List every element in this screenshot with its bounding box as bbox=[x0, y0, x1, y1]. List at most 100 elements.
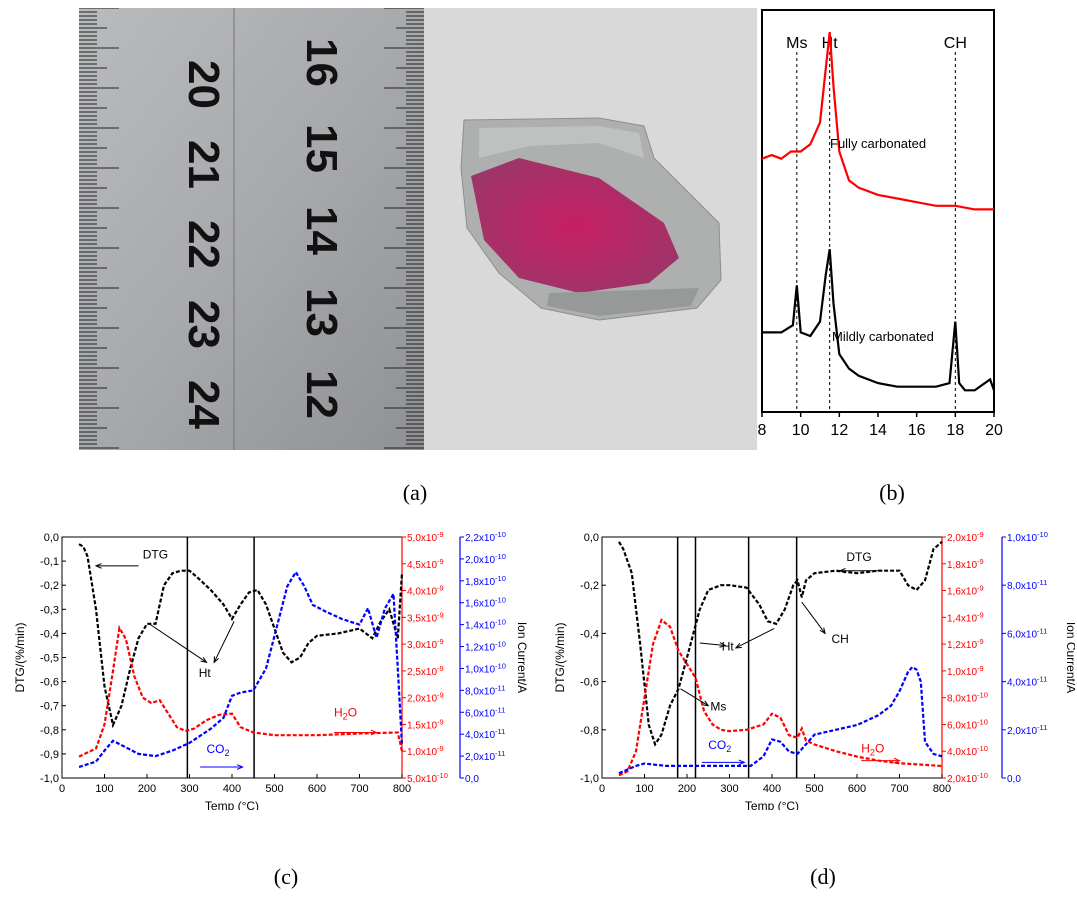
y-left-axis-label: DTG/(%/min) bbox=[553, 623, 567, 693]
ms-annotation: Ms bbox=[710, 700, 726, 714]
series-line bbox=[618, 618, 943, 777]
h2o-tick-label: 3,0x10-9 bbox=[407, 637, 444, 651]
dtg-annotation: DTG bbox=[143, 548, 168, 562]
y-left-tick-label: -0,8 bbox=[580, 725, 599, 737]
arrow-head bbox=[893, 757, 901, 764]
ruler bbox=[79, 8, 424, 450]
ruler-number-bottom-3: 13 bbox=[297, 288, 346, 337]
h2o-tick-label: 4,0x10-10 bbox=[947, 744, 988, 758]
co2-tick-label: 2,0x10-10 bbox=[465, 552, 506, 566]
y-left-tick-label: -0,6 bbox=[40, 677, 59, 689]
dtg-annotation: DTG bbox=[846, 550, 871, 564]
h2o-tick-label: 2,0x10-10 bbox=[947, 771, 988, 785]
h2o-tick-label: 8,0x10-10 bbox=[947, 691, 988, 705]
y-left-tick-label: -0,6 bbox=[580, 677, 599, 689]
co2-tick-label: 1,8x10-10 bbox=[465, 574, 506, 588]
x-tick-label: 300 bbox=[720, 783, 738, 795]
x-tick-label: 0 bbox=[599, 783, 605, 795]
ruler-number-bottom-0: 16 bbox=[297, 38, 346, 87]
y-left-tick-label: -0,4 bbox=[40, 628, 59, 640]
x-tick-label: 700 bbox=[890, 783, 908, 795]
ruler-ticks bbox=[79, 8, 424, 450]
series-line bbox=[78, 543, 404, 729]
h2o-tick-label: 5,0x10-10 bbox=[407, 771, 448, 785]
y-left-axis-label: DTG/(%/min) bbox=[13, 623, 27, 693]
ruler-number-bottom-1: 15 bbox=[297, 124, 346, 173]
y-right-axis-label: Ion Current/A bbox=[515, 622, 529, 693]
arrow-head bbox=[236, 764, 244, 770]
ht-arrow-2 bbox=[213, 621, 235, 663]
co2-tick-label: 1,0x10-10 bbox=[1007, 530, 1048, 544]
ruler-number-top-1: 21 bbox=[179, 140, 228, 189]
series-line bbox=[78, 624, 404, 758]
x-axis-label: Temp (°C) bbox=[745, 799, 799, 810]
tga-ms-panel-c: 0 100 200 300 400 500 600 700 800 Temp (°C) 0,0 -0,… bbox=[0, 520, 530, 815]
h2o-tick-label: 1,4x10-9 bbox=[947, 610, 984, 624]
ruler-number-bottom-2: 14 bbox=[297, 206, 346, 255]
caption-b: (b) bbox=[879, 480, 905, 505]
x-tick-label: 16 bbox=[908, 422, 926, 439]
ruler-numbers: 20 21 22 23 24 16 15 14 13 12 bbox=[179, 38, 346, 429]
arrow-head bbox=[819, 627, 826, 635]
co2-tick-label: 1,6x10-10 bbox=[465, 596, 506, 610]
x-tick-label: 200 bbox=[678, 783, 696, 795]
caption-a: (a) bbox=[402, 480, 428, 505]
ht-arrow-2 bbox=[735, 628, 775, 649]
x-tick-label: 14 bbox=[869, 422, 887, 439]
arrow-head bbox=[719, 642, 727, 648]
arrow-head bbox=[734, 642, 742, 649]
y-left-tick-label: -1,0 bbox=[580, 773, 599, 785]
co2-tick-label: 2,0x10-11 bbox=[465, 749, 505, 763]
y-left-tick-label: -0,8 bbox=[40, 725, 59, 737]
h2o-tick-label: 2,5x10-9 bbox=[407, 664, 444, 678]
h2o-tick-label: 1,8x10-9 bbox=[947, 557, 984, 571]
series-line bbox=[78, 569, 404, 769]
h2o-annotation: H2O bbox=[861, 742, 884, 758]
co2-tick-label: 2,2x10-10 bbox=[465, 530, 506, 544]
h2o-tick-label: 1,6x10-9 bbox=[947, 584, 984, 598]
y-left-tick-label: -0,1 bbox=[40, 556, 59, 568]
y-left-tick-label: -0,5 bbox=[40, 653, 59, 665]
y-left-tick-label: -0,4 bbox=[580, 628, 599, 640]
ht-annotation: Ht bbox=[199, 666, 212, 680]
y-left-tick-label: -0,2 bbox=[40, 580, 59, 592]
x-tick-label: 20 bbox=[985, 422, 1003, 439]
h2o-tick-label: 4,5x10-9 bbox=[407, 557, 444, 571]
co2-annotation: CO2 bbox=[207, 742, 230, 758]
arrow-head bbox=[94, 563, 102, 569]
x-tick-label: 200 bbox=[138, 783, 156, 795]
h2o-tick-label: 2,0x10-9 bbox=[407, 691, 444, 705]
series-line bbox=[761, 31, 994, 211]
y-right-axis-label: Ion Current/A bbox=[1064, 622, 1075, 693]
h2o-tick-label: 3,5x10-9 bbox=[407, 610, 444, 624]
ruler-number-top-2: 22 bbox=[179, 220, 228, 269]
series-label: Fully carbonated bbox=[830, 136, 926, 151]
co2-tick-label: 8,0x10-11 bbox=[1007, 578, 1047, 592]
x-tick-label: 600 bbox=[848, 783, 866, 795]
arrow-head bbox=[213, 656, 220, 664]
x-tick-label: 18 bbox=[946, 422, 964, 439]
h2o-annotation: H2O bbox=[334, 705, 357, 721]
x-tick-label: 800 bbox=[933, 783, 951, 795]
series-label: Mildly carbonated bbox=[832, 329, 934, 344]
x-tick-label: 700 bbox=[350, 783, 368, 795]
x-tick-label: 500 bbox=[805, 783, 823, 795]
plot-frame bbox=[601, 536, 943, 779]
arrow-head bbox=[702, 700, 710, 707]
x-tick-label: 400 bbox=[223, 783, 241, 795]
y-left-tick-label: 0,0 bbox=[44, 532, 59, 544]
co2-tick-label: 4,0x10-11 bbox=[465, 727, 505, 741]
x-axis-label: Temp (°C) bbox=[205, 799, 259, 810]
co2-tick-label: 1,0x10-10 bbox=[465, 661, 506, 675]
h2o-tick-label: 1,0x10-9 bbox=[947, 664, 984, 678]
x-tick-label: 300 bbox=[180, 783, 198, 795]
arrow-head bbox=[838, 567, 846, 574]
x-tick-label: 500 bbox=[265, 783, 283, 795]
co2-tick-label: 1,2x10-10 bbox=[465, 640, 506, 654]
series-line bbox=[618, 540, 943, 747]
h2o-tick-label: 6,0x10-10 bbox=[947, 717, 988, 731]
sample-bottom-face bbox=[547, 288, 699, 316]
ms-arrow bbox=[680, 688, 709, 707]
h2o-tick-label: 1,0x10-9 bbox=[407, 744, 444, 758]
co2-tick-label: 8,0x10-11 bbox=[465, 683, 505, 697]
